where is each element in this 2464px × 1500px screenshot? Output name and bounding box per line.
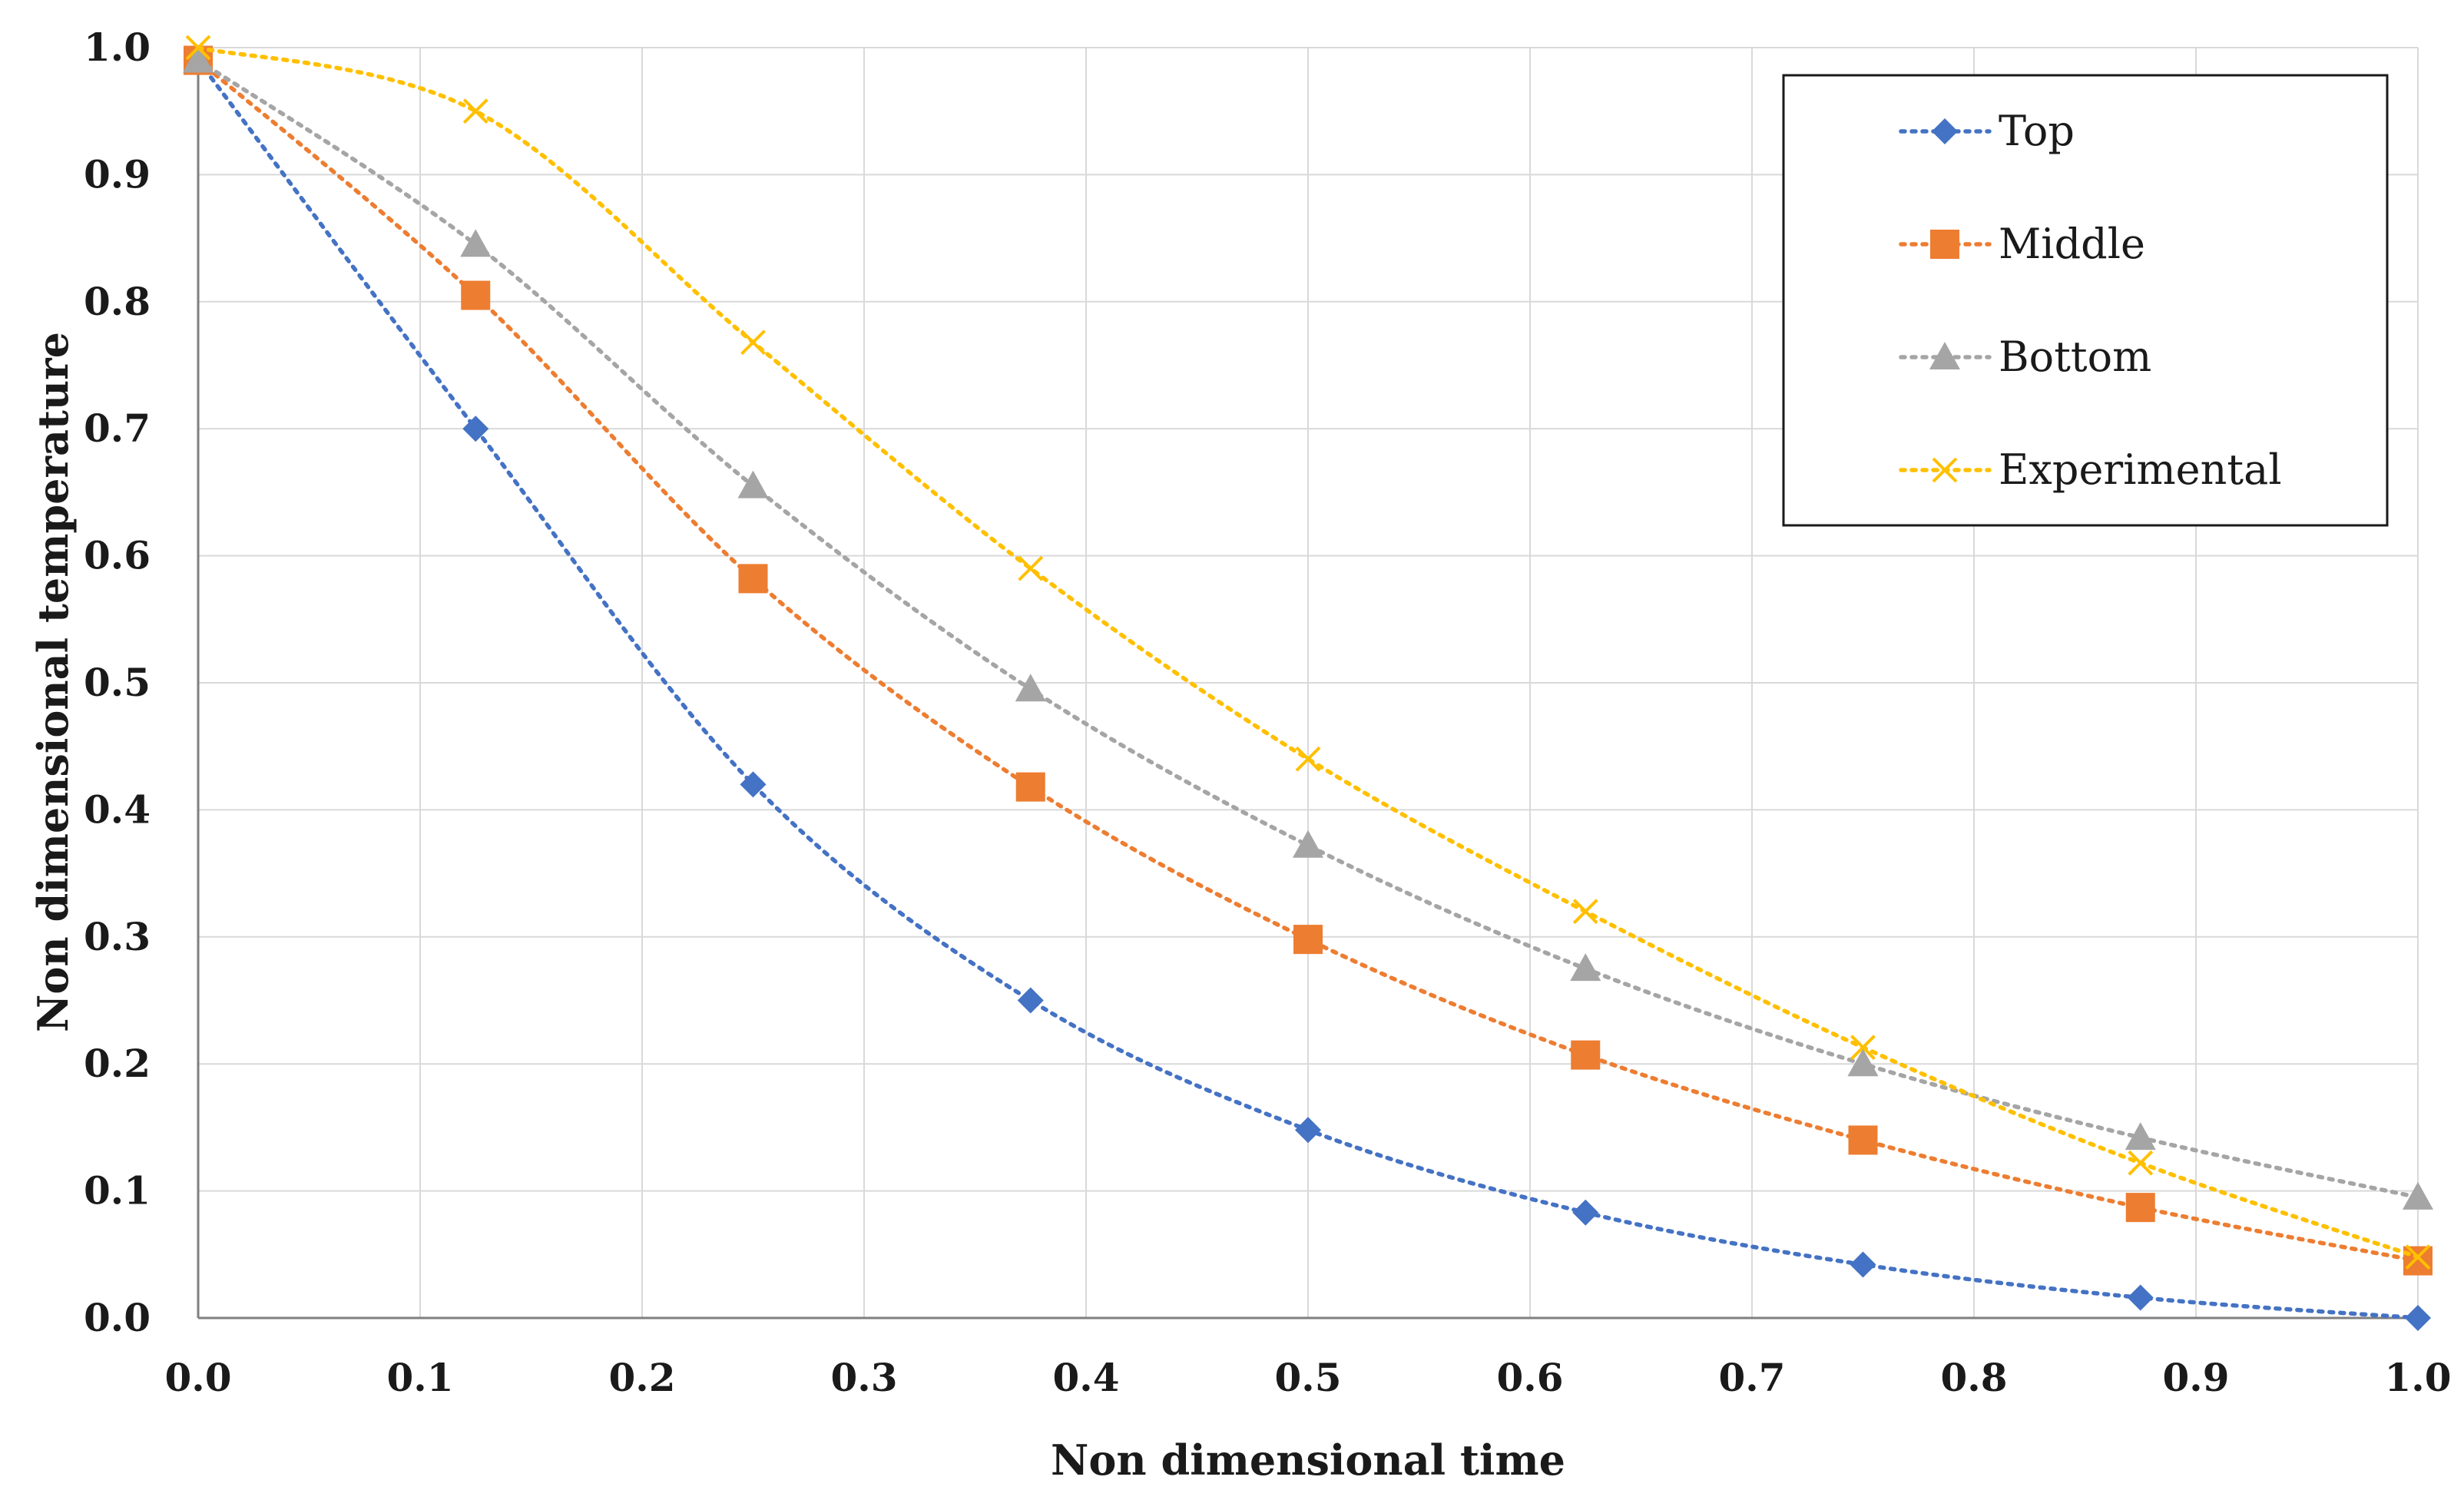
data-point-experimental — [1850, 1035, 1876, 1061]
data-point-experimental — [185, 35, 211, 61]
data-point-top — [740, 771, 767, 798]
y-tick-label: 0.4 — [84, 786, 151, 832]
legend-marker-bottom — [1929, 342, 1960, 369]
y-tick-label: 0.1 — [84, 1168, 151, 1214]
data-point-top — [2405, 1305, 2431, 1331]
data-point-experimental — [1018, 555, 1044, 581]
legend-label-middle: Middle — [1999, 220, 2145, 268]
data-point-experimental — [462, 98, 488, 124]
data-point-bottom — [1293, 829, 1323, 858]
series-line-bottom — [196, 58, 2420, 1200]
x-axis-title: Non dimensional time — [1051, 1435, 1565, 1485]
series-line-middle — [196, 58, 2420, 1263]
data-point-middle — [1015, 772, 1045, 802]
series — [183, 35, 2433, 1331]
x-tick-label: 0.7 — [1719, 1355, 1786, 1400]
x-tick-label: 0.4 — [1053, 1355, 1120, 1400]
series-line-experimental — [196, 45, 2420, 1260]
data-point-bottom — [737, 470, 769, 498]
data-point-middle — [1293, 925, 1323, 955]
series-experimental — [185, 35, 2431, 1270]
y-tick-label: 0.2 — [84, 1041, 151, 1086]
legend-label-experimental: Experimental — [1999, 445, 2282, 494]
data-point-middle — [461, 280, 491, 310]
series-line-top — [196, 58, 2420, 1320]
legend-marker-middle — [1930, 230, 1959, 259]
y-tick-labels: 0.0 0.1 0.2 0.3 0.4 0.5 0.6 0.7 0.8 0.9 1.0 — [84, 25, 151, 1340]
axes — [197, 48, 2418, 1320]
x-tick-label: 0.3 — [831, 1355, 898, 1400]
x-tick-label: 0.0 — [165, 1355, 232, 1400]
y-tick-label: 1.0 — [84, 25, 151, 70]
data-point-top — [2127, 1284, 2154, 1311]
data-point-top — [1017, 987, 1044, 1014]
data-point-bottom — [183, 45, 214, 73]
legend-marker-experimental — [1932, 457, 1958, 483]
legend-frame — [1782, 74, 2389, 527]
data-point-middle — [2125, 1193, 2155, 1223]
data-point-middle — [1848, 1125, 1878, 1155]
x-tick-label: 0.5 — [1275, 1355, 1342, 1400]
y-tick-label: 0.5 — [84, 660, 151, 705]
data-point-bottom — [1570, 953, 1601, 982]
data-point-top — [1295, 1117, 1321, 1144]
data-point-bottom — [1847, 1048, 1879, 1077]
x-tick-label: 0.6 — [1497, 1355, 1564, 1400]
data-point-middle — [2403, 1246, 2433, 1276]
legend-marker-top — [1932, 118, 1958, 144]
data-point-bottom — [460, 229, 492, 257]
x-tick-label: 0.2 — [609, 1355, 676, 1400]
data-point-experimental — [1572, 899, 1598, 925]
x-tick-label: 0.8 — [1941, 1355, 2008, 1400]
legend-item-experimental: Experimental — [1899, 445, 2282, 494]
data-point-experimental — [740, 329, 766, 356]
x-tick-label: 0.1 — [387, 1355, 454, 1400]
y-tick-label: 0.7 — [84, 406, 151, 451]
y-tick-label: 0.0 — [84, 1295, 151, 1340]
y-tick-label: 0.3 — [84, 914, 151, 959]
data-point-bottom — [1015, 674, 1046, 702]
data-point-middle — [738, 564, 768, 594]
x-tick-labels: 0.0 0.1 0.2 0.3 0.4 0.5 0.6 0.7 0.8 0.9 1.0 — [165, 1355, 2452, 1400]
legend-item-middle: Middle — [1899, 220, 2145, 268]
data-point-bottom — [2125, 1122, 2156, 1151]
legend: Top Middle Bottom Experimental — [1782, 74, 2389, 527]
y-tick-label: 0.9 — [84, 151, 151, 197]
y-tick-label: 0.6 — [84, 533, 151, 578]
data-point-experimental — [1295, 746, 1321, 772]
legend-label-bottom: Bottom — [1999, 333, 2151, 381]
x-tick-label: 0.9 — [2163, 1355, 2230, 1400]
y-axis-title: Non dimensional temperature — [28, 332, 78, 1032]
legend-item-bottom: Bottom — [1899, 333, 2151, 381]
data-point-experimental — [2128, 1150, 2154, 1176]
legend-item-top: Top — [1899, 107, 2075, 155]
data-point-bottom — [2403, 1181, 2433, 1210]
data-point-top — [462, 416, 489, 442]
data-point-middle — [1571, 1040, 1601, 1070]
x-tick-label: 1.0 — [2385, 1355, 2452, 1400]
series-bottom — [183, 45, 2433, 1210]
data-point-top — [1572, 1199, 1599, 1226]
y-tick-label: 0.8 — [84, 279, 151, 324]
legend-label-top: Top — [1999, 107, 2075, 155]
data-point-top — [1850, 1251, 1876, 1278]
data-point-experimental — [2405, 1244, 2431, 1270]
